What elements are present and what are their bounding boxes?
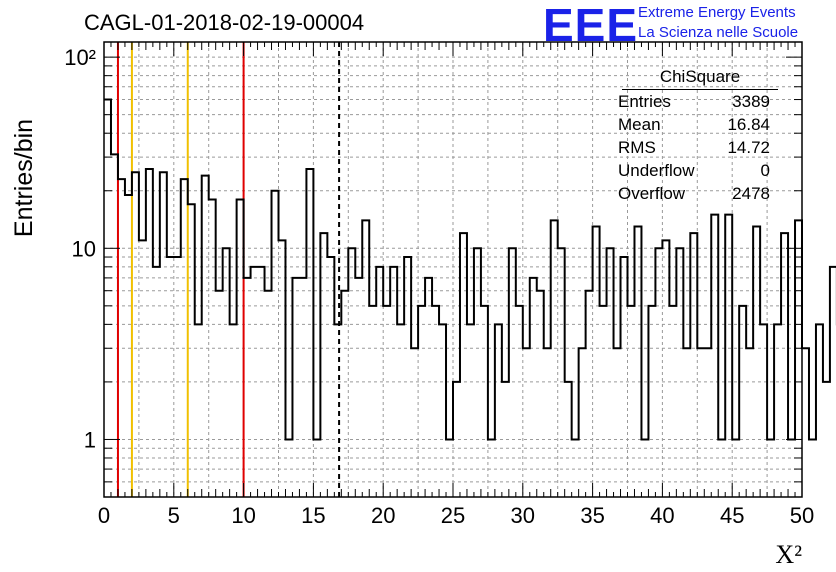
axis-tick-labels: 0 5 10 15 20 25 30 35 40 45 50 1 10 10²: [64, 45, 814, 528]
stats-row: RMS 14.72: [612, 136, 778, 159]
x-tick-label: 5: [168, 503, 180, 528]
y-tick-label: 1: [84, 427, 96, 452]
logo-line-2: La Scienza nelle Scuole: [638, 24, 799, 41]
x-tick-label: 25: [441, 503, 465, 528]
stats-value: 14.72: [727, 138, 770, 157]
stats-box: ChiSquare Entries 3389 Mean 16.84 RMS 14.72 Un…: [612, 67, 778, 205]
x-tick-label: 30: [511, 503, 535, 528]
stats-row: Overflow 2478: [612, 182, 778, 205]
x-tick-label: 35: [580, 503, 604, 528]
x-axis-label: X²: [775, 540, 802, 569]
stats-value: 3389: [732, 92, 770, 111]
stats-label: Mean: [618, 115, 661, 134]
y-axis-label: Entries/bin: [10, 119, 38, 237]
y-tick-label: 10²: [64, 45, 96, 70]
chart-title: CAGL-01-2018-02-19-00004: [84, 10, 365, 35]
stats-label: Overflow: [618, 184, 686, 203]
stats-value: 0: [760, 161, 770, 180]
stats-row: Mean 16.84: [612, 113, 778, 136]
axis-ticks: [103, 42, 803, 498]
x-tick-label: 20: [371, 503, 395, 528]
logo-line-1: Extreme Energy Events: [638, 4, 796, 21]
x-tick-label: 10: [231, 503, 255, 528]
stats-value: 16.84: [727, 115, 770, 134]
x-tick-label: 45: [720, 503, 744, 528]
stats-value: 2478: [732, 184, 770, 203]
y-tick-label: 10: [72, 236, 96, 261]
x-tick-label: 15: [301, 503, 325, 528]
x-tick-label: 50: [790, 503, 814, 528]
stats-row: Underflow 0: [612, 159, 778, 182]
stats-row: Entries 3389: [612, 90, 778, 113]
stats-title: ChiSquare: [622, 67, 778, 90]
x-tick-label: 0: [98, 503, 110, 528]
stats-label: Underflow: [618, 161, 695, 180]
x-tick-label: 40: [650, 503, 674, 528]
stats-label: Entries: [618, 92, 671, 111]
stats-label: RMS: [618, 138, 656, 157]
histogram-outline: [104, 98, 836, 441]
